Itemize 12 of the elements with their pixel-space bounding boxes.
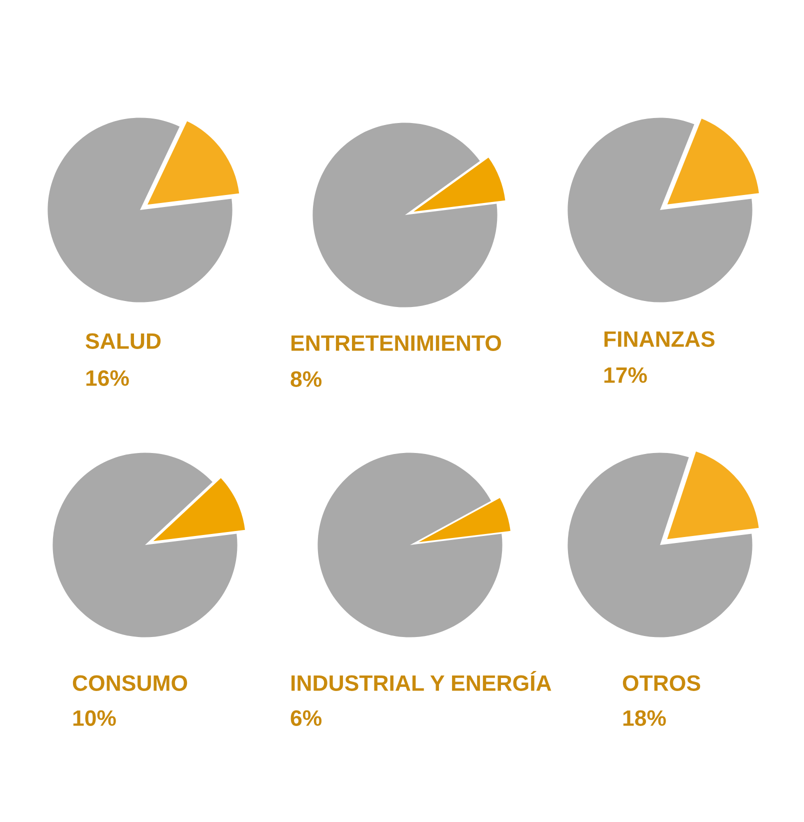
text: 8% — [290, 371, 322, 387]
text: INDUSTRIAL Y ENERGÍA — [291, 671, 552, 691]
text: 18% — [623, 710, 666, 726]
text: FINANZAS — [604, 331, 714, 347]
text: 17% — [604, 367, 647, 383]
text: OTROS — [622, 675, 700, 691]
text: 16% — [86, 370, 129, 386]
text: 10% — [73, 710, 116, 726]
text: CONSUMO — [72, 675, 188, 691]
text: ENTRETENIMIENTO — [291, 335, 502, 351]
text: SALUD — [86, 333, 161, 349]
text: 6% — [290, 710, 322, 726]
